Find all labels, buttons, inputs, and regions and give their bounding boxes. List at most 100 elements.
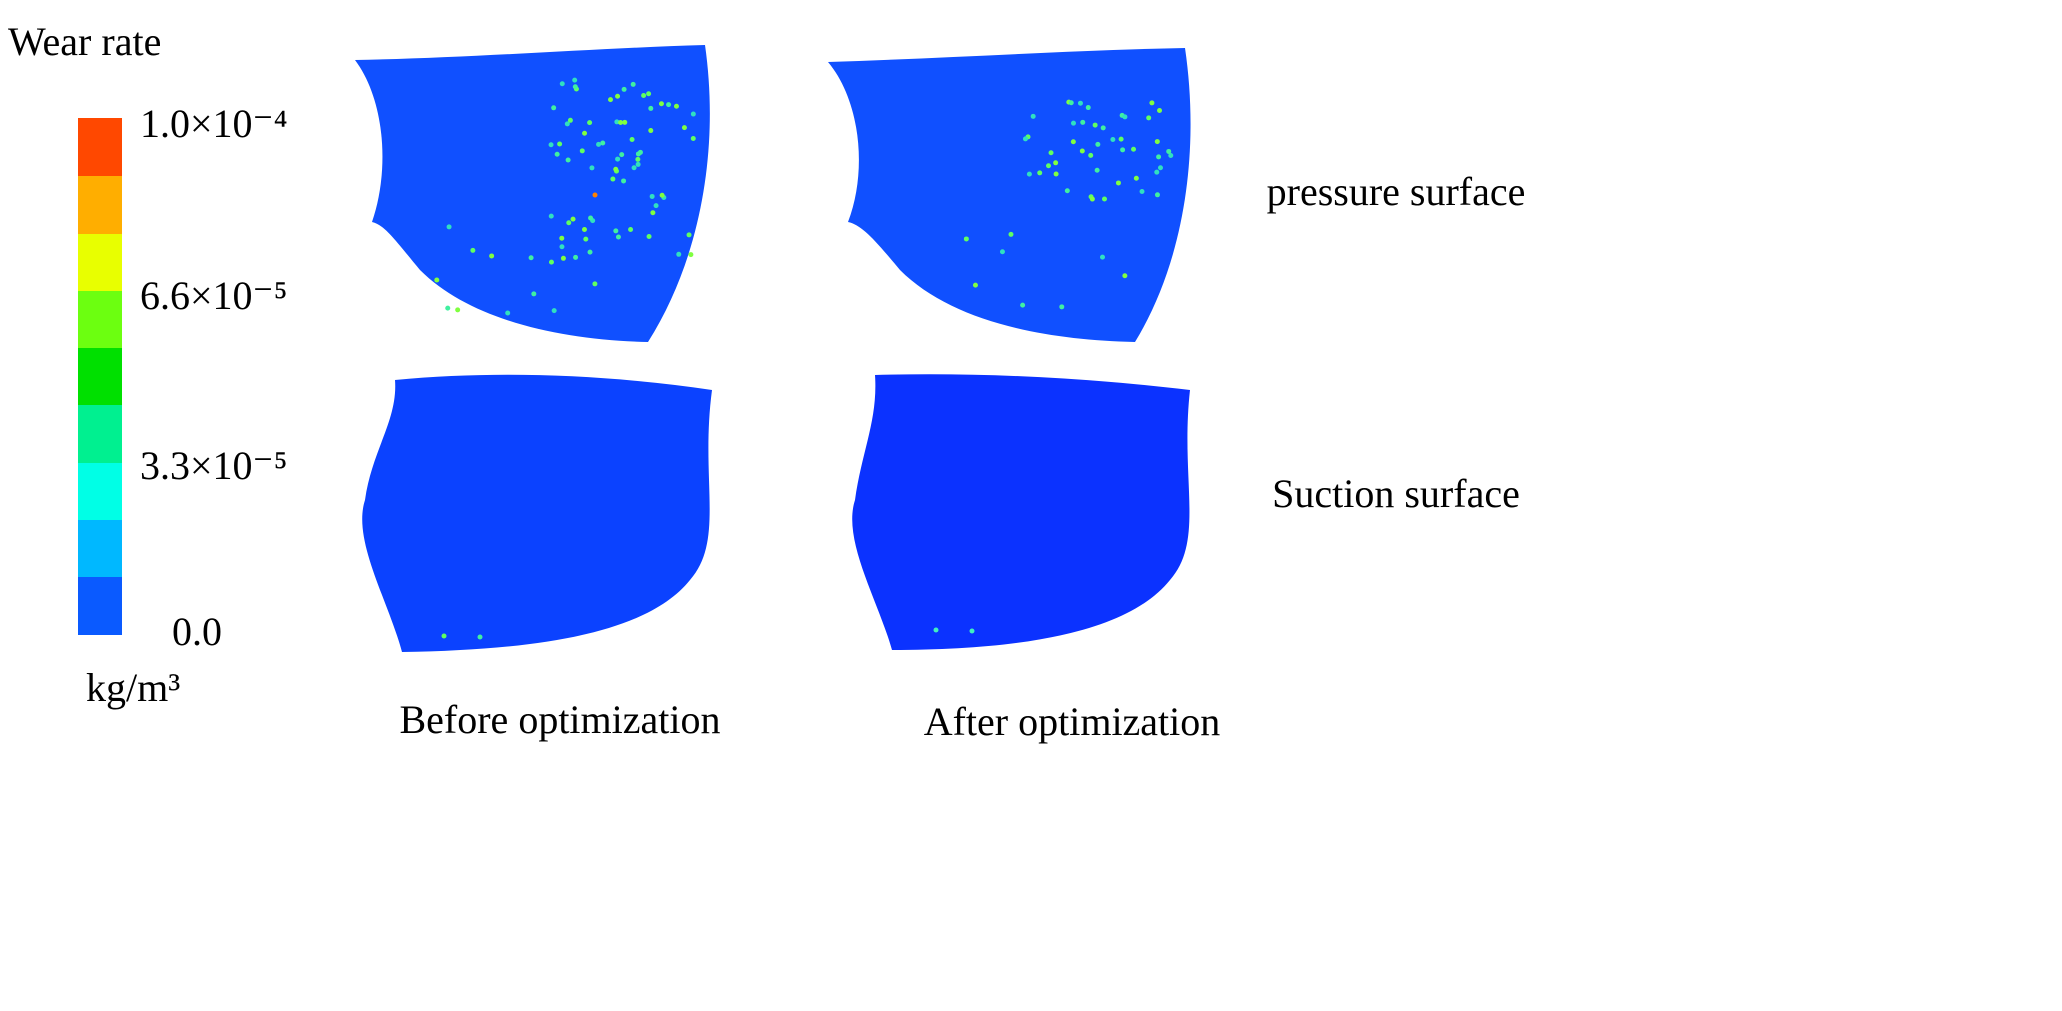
- wear-spot: [628, 227, 634, 233]
- wear-spot: [630, 81, 636, 87]
- wear-spot: [1079, 148, 1085, 154]
- wear-spot: [1115, 180, 1121, 186]
- wear-spot: [1154, 192, 1160, 198]
- wear-spot: [613, 166, 619, 172]
- wear-spot: [1120, 147, 1126, 153]
- wear-spot: [1030, 113, 1036, 119]
- wear-spot: [446, 224, 452, 230]
- wear-spot: [618, 119, 624, 125]
- wear-spot: [1070, 120, 1076, 126]
- wear-spot: [972, 282, 978, 288]
- wear-spot: [1048, 150, 1054, 156]
- wear-spot: [1094, 167, 1100, 173]
- wear-spot: [963, 236, 969, 242]
- wear-spot: [567, 117, 573, 123]
- wear-spots: [434, 77, 1174, 640]
- wear-spot: [615, 93, 621, 99]
- wear-spot: [649, 193, 655, 199]
- wear-spot: [572, 84, 578, 90]
- wear-spot: [1053, 171, 1059, 177]
- wear-spot: [600, 140, 606, 146]
- wear-spot: [587, 249, 593, 255]
- wear-spot: [659, 192, 665, 198]
- wear-spot: [688, 252, 694, 258]
- row-label: Suction surface: [1272, 471, 1520, 516]
- wear-spot: [587, 120, 593, 126]
- wear-spot: [1077, 100, 1083, 106]
- wear-spot: [1026, 171, 1032, 177]
- legend-title: Wear rate: [8, 19, 161, 64]
- wear-spot: [681, 125, 687, 131]
- legend-tick: 6.6×10⁻⁵: [140, 273, 288, 318]
- wear-spot: [588, 215, 594, 221]
- wear-spot: [1092, 122, 1098, 128]
- wear-spot: [572, 77, 578, 83]
- wear-spot: [686, 232, 692, 238]
- wear-spot: [1166, 148, 1172, 154]
- wear-spot: [619, 152, 625, 158]
- color-band: [78, 291, 122, 348]
- wear-spot: [622, 119, 628, 125]
- wear-spot: [1095, 141, 1101, 147]
- wear-spot: [548, 142, 554, 148]
- legend-tick: 0.0: [172, 609, 222, 654]
- wear-spot: [999, 249, 1005, 255]
- wear-spot: [582, 130, 588, 136]
- colorbar: [78, 118, 122, 635]
- wear-spot: [1154, 169, 1160, 175]
- wear-spot: [613, 228, 619, 234]
- wear-spot: [589, 165, 595, 171]
- blade-surface: [828, 48, 1191, 342]
- color-band: [78, 405, 122, 463]
- wear-spot: [548, 213, 554, 219]
- legend-unit: kg/m³: [86, 665, 180, 710]
- wear-spot: [579, 148, 585, 154]
- wear-spot: [565, 157, 571, 163]
- wear-spot: [1068, 100, 1074, 106]
- wear-spot: [653, 203, 659, 209]
- wear-spot: [592, 281, 598, 287]
- wear-spot: [646, 234, 652, 240]
- legend-tick: 3.3×10⁻⁵: [140, 443, 288, 488]
- wear-spot: [1139, 188, 1145, 194]
- wear-spot: [648, 105, 654, 111]
- wear-spot: [1022, 136, 1028, 142]
- wear-spot: [676, 251, 682, 257]
- wear-spot: [477, 634, 483, 640]
- wear-spot: [650, 210, 656, 216]
- wear-spot: [1089, 196, 1095, 202]
- wear-spot: [596, 141, 602, 147]
- wear-spot: [615, 234, 621, 240]
- wear-spot: [631, 165, 637, 171]
- wear-spot: [551, 308, 557, 314]
- wear-spot: [455, 307, 461, 313]
- wear-spot: [621, 178, 627, 184]
- wear-spot: [470, 247, 476, 253]
- wear-spot: [635, 156, 641, 162]
- wear-spot: [1168, 152, 1174, 158]
- wear-spot: [548, 259, 554, 265]
- wear-spot: [933, 627, 939, 633]
- wear-spot: [690, 111, 696, 117]
- row-label: pressure surface: [1267, 169, 1526, 214]
- wear-spot: [1133, 175, 1139, 181]
- wear-spot: [615, 156, 621, 162]
- wear-spot: [1059, 304, 1065, 310]
- wear-spot: [581, 226, 587, 232]
- blade-surface: [852, 374, 1190, 650]
- wear-spot: [1110, 137, 1116, 143]
- wear-spot: [1053, 160, 1059, 166]
- wear-spot: [635, 161, 641, 167]
- wear-spot: [583, 236, 589, 242]
- wear-spot: [637, 149, 643, 155]
- wear-spot: [531, 291, 537, 297]
- wear-spot: [641, 93, 647, 99]
- wear-spot: [690, 135, 696, 141]
- color-band: [78, 118, 122, 176]
- wear-spot: [445, 305, 451, 311]
- wear-spot: [1118, 136, 1124, 142]
- wear-spot: [1149, 100, 1155, 106]
- wear-spot: [1088, 152, 1094, 158]
- wear-spot: [610, 176, 616, 182]
